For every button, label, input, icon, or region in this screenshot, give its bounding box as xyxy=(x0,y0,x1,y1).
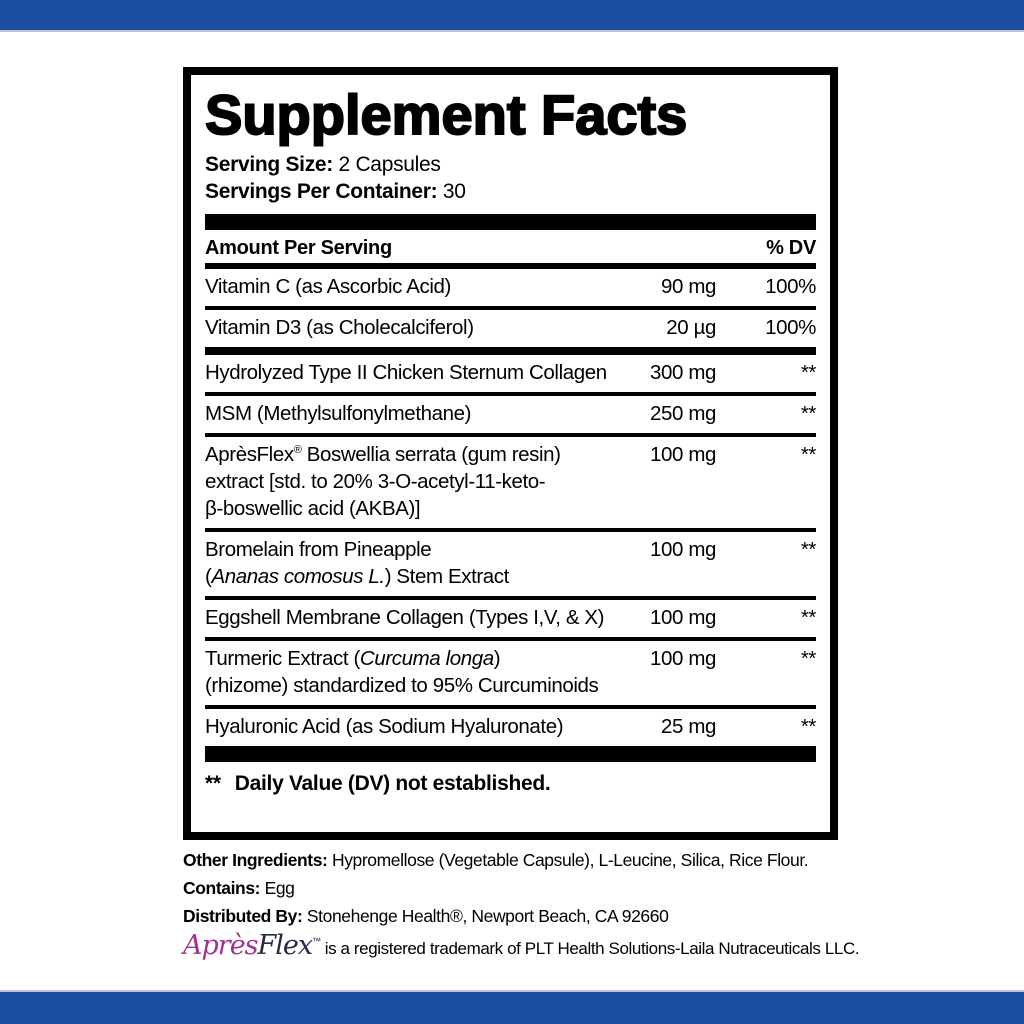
ingredient-amount: 100 mg xyxy=(650,443,716,466)
ingredient-dv: ** xyxy=(800,402,817,425)
apresflex-logo-flex: Flex xyxy=(257,930,314,961)
serving-size-line: Serving Size: 2 Capsules xyxy=(205,151,816,178)
ingredient-row: Eggshell Membrane Collagen (Types I,V, &… xyxy=(205,600,816,637)
separator-rule xyxy=(205,433,816,437)
ingredient-dv: ** xyxy=(800,647,817,670)
trademark-line: Après Flex ™ is a registered trademark o… xyxy=(183,932,883,965)
ingredient-row: Turmeric Extract (Curcuma longa) (rhizome… xyxy=(205,641,816,705)
other-ingredients-label: Other Ingredients: xyxy=(183,850,328,870)
ingredient-name: Vitamin C (as Ascorbic Acid) xyxy=(205,275,451,298)
ingredient-name: Bromelain from Pineapple (Ananas comosus … xyxy=(205,538,509,588)
ingredient-name: AprèsFlex® Boswellia serrata (gum resin)… xyxy=(205,443,561,520)
other-ingredients-line: Other Ingredients: Hypromellose (Vegetab… xyxy=(183,846,883,874)
ingredient-amount: 90 mg xyxy=(661,275,716,298)
trademark-text: is a registered trademark of PLT Health … xyxy=(324,939,860,958)
ingredient-name: Vitamin D3 (as Cholecalciferol) xyxy=(205,316,474,339)
servings-per-container-label: Servings Per Container: xyxy=(205,180,438,203)
ingredient-amount: 25 mg xyxy=(661,715,716,738)
ingredient-name: Hyaluronic Acid (as Sodium Hyaluronate) xyxy=(205,715,564,738)
ingredient-dv: 100% xyxy=(765,275,816,298)
separator-rule xyxy=(205,392,816,396)
separator-rule xyxy=(205,705,816,709)
ingredient-row: Vitamin C (as Ascorbic Acid) 90 mg 100% xyxy=(205,269,816,306)
apresflex-logo: Après xyxy=(183,930,259,961)
ingredient-row: MSM (Methylsulfonylmethane) 250 mg ** xyxy=(205,396,816,433)
other-ingredients-value: Hypromellose (Vegetable Capsule), L-Leuc… xyxy=(331,850,809,870)
ingredient-row: Vitamin D3 (as Cholecalciferol) 20 µg 100% xyxy=(205,310,816,347)
ingredient-amount: 100 mg xyxy=(650,647,716,670)
table-header-row: Amount Per Serving % DV xyxy=(205,230,816,263)
ingredient-name: Hydrolyzed Type II Chicken Sternum Colla… xyxy=(205,361,607,384)
dv-footnote: ** Daily Value (DV) not established. xyxy=(205,762,816,805)
distributed-by-value: Stonehenge Health®, Newport Beach, CA 92… xyxy=(306,906,669,926)
ingredient-amount: 300 mg xyxy=(650,361,716,384)
label-footer: Other Ingredients: Hypromellose (Vegetab… xyxy=(183,846,883,965)
contains-line: Contains: Egg xyxy=(183,874,883,902)
ingredient-amount: 250 mg xyxy=(650,402,716,425)
ingredient-dv: 100% xyxy=(765,316,816,339)
ingredient-dv: ** xyxy=(800,606,817,629)
supplement-facts-panel: Supplement Facts Serving Size: 2 Capsule… xyxy=(183,67,838,840)
bottom-blue-banner xyxy=(0,990,1024,1024)
trademark-symbol: ™ xyxy=(312,936,321,946)
serving-info: Serving Size: 2 Capsules Servings Per Co… xyxy=(205,151,816,205)
top-blue-banner xyxy=(0,0,1024,32)
serving-size-value: 2 Capsules xyxy=(338,153,441,176)
distributed-by-line: Distributed By: Stonehenge Health®, Newp… xyxy=(183,902,883,930)
dv-footnote-text: Daily Value (DV) not established. xyxy=(234,772,551,795)
separator-rule xyxy=(205,637,816,641)
ingredient-dv: ** xyxy=(800,361,817,384)
ingredient-name: Turmeric Extract (Curcuma longa) (rhizome… xyxy=(205,647,599,697)
contains-label: Contains: xyxy=(183,878,261,898)
ingredient-row: Hydrolyzed Type II Chicken Sternum Colla… xyxy=(205,355,816,392)
amount-per-serving-header: Amount Per Serving xyxy=(205,237,392,259)
ingredient-dv: ** xyxy=(800,538,817,561)
ingredient-amount: 100 mg xyxy=(650,538,716,561)
ingredient-dv: ** xyxy=(800,443,817,466)
separator-rule xyxy=(205,596,816,600)
ingredient-dv: ** xyxy=(800,715,817,738)
separator-bar xyxy=(205,746,816,762)
ingredient-amount: 100 mg xyxy=(650,606,716,629)
ingredient-row: Hyaluronic Acid (as Sodium Hyaluronate) 2… xyxy=(205,709,816,746)
dv-footnote-marker: ** xyxy=(205,772,221,795)
serving-size-label: Serving Size: xyxy=(205,153,333,176)
ingredient-name: Eggshell Membrane Collagen (Types I,V, &… xyxy=(205,606,605,629)
separator-rule xyxy=(205,263,816,269)
servings-per-container-value: 30 xyxy=(442,180,466,203)
ingredient-row: Bromelain from Pineapple (Ananas comosus … xyxy=(205,532,816,596)
separator-rule xyxy=(205,306,816,310)
separator-rule xyxy=(205,347,816,355)
ingredient-name: MSM (Methylsulfonylmethane) xyxy=(205,402,472,425)
panel-title: Supplement Facts xyxy=(204,83,688,146)
ingredient-amount: 20 µg xyxy=(666,316,716,339)
distributed-by-label: Distributed By: xyxy=(183,906,303,926)
separator-bar xyxy=(205,214,816,230)
ingredient-row: AprèsFlex® Boswellia serrata (gum resin)… xyxy=(205,437,816,528)
separator-rule xyxy=(205,528,816,532)
servings-per-container-line: Servings Per Container: 30 xyxy=(205,178,816,205)
contains-value: Egg xyxy=(264,878,295,898)
ingredient-rows: Vitamin C (as Ascorbic Acid) 90 mg 100% Vit… xyxy=(205,263,816,746)
percent-dv-header: % DV xyxy=(766,237,816,259)
